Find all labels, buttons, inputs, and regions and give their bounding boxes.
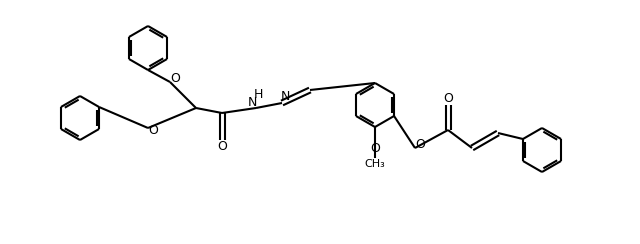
Text: O: O [443, 92, 453, 104]
Text: O: O [370, 142, 380, 154]
Text: O: O [148, 124, 158, 138]
Text: O: O [170, 72, 180, 85]
Text: O: O [415, 139, 425, 152]
Text: O: O [217, 141, 227, 153]
Text: N: N [247, 95, 257, 109]
Text: H: H [253, 89, 262, 102]
Text: CH₃: CH₃ [365, 159, 385, 169]
Text: N: N [280, 91, 290, 103]
